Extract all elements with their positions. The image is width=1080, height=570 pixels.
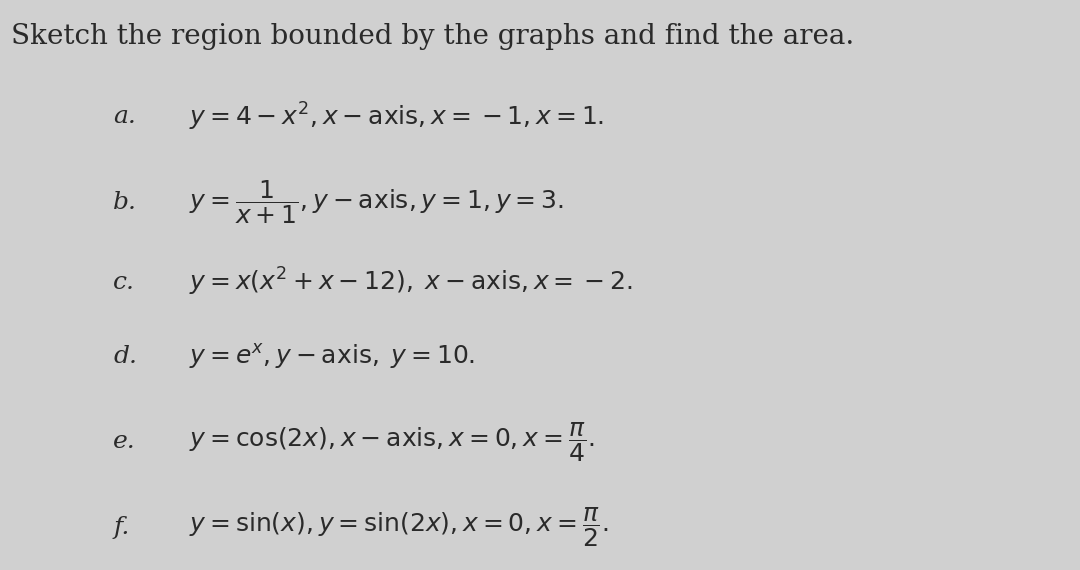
Text: $y = \dfrac{1}{x+1}, y - \mathrm{axis}, y = 1, y = 3.$: $y = \dfrac{1}{x+1}, y - \mathrm{axis}, …	[189, 178, 564, 226]
Text: d.: d.	[113, 345, 137, 368]
Text: a.: a.	[113, 105, 136, 128]
Text: b.: b.	[113, 191, 137, 214]
Text: $y = \cos(2x), x - \mathrm{axis}, x = 0, x = \dfrac{\pi}{4}.$: $y = \cos(2x), x - \mathrm{axis}, x = 0,…	[189, 420, 595, 463]
Text: $y = 4 - x^2, x - \mathrm{axis}, x = -1, x = 1.$: $y = 4 - x^2, x - \mathrm{axis}, x = -1,…	[189, 101, 604, 133]
Text: $y = x(x^2 + x - 12),\; x - \mathrm{axis}, x = -2.$: $y = x(x^2 + x - 12),\; x - \mathrm{axis…	[189, 266, 633, 298]
Text: e.: e.	[113, 430, 136, 453]
Text: $y = \sin(x), y = \sin(2x), x = 0, x = \dfrac{\pi}{2}.$: $y = \sin(x), y = \sin(2x), x = 0, x = \…	[189, 506, 608, 549]
Text: c.: c.	[113, 271, 135, 294]
Text: Sketch the region bounded by the graphs and find the area.: Sketch the region bounded by the graphs …	[11, 23, 854, 50]
Text: f.: f.	[113, 516, 130, 539]
Text: $y = e^{x}, y - \mathrm{axis},\; y = 10.$: $y = e^{x}, y - \mathrm{axis},\; y = 10.…	[189, 342, 475, 370]
